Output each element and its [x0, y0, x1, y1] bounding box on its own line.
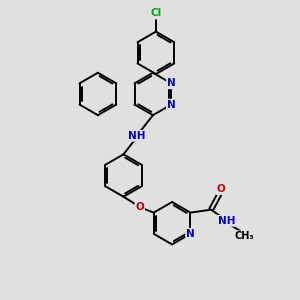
- Text: O: O: [216, 184, 225, 194]
- Text: CH₃: CH₃: [234, 231, 254, 241]
- Text: NH: NH: [128, 131, 146, 141]
- Text: N: N: [167, 78, 176, 88]
- Text: NH: NH: [218, 216, 235, 226]
- Text: N: N: [186, 229, 195, 239]
- Text: Cl: Cl: [150, 8, 161, 18]
- Text: O: O: [135, 202, 144, 212]
- Text: N: N: [167, 100, 176, 110]
